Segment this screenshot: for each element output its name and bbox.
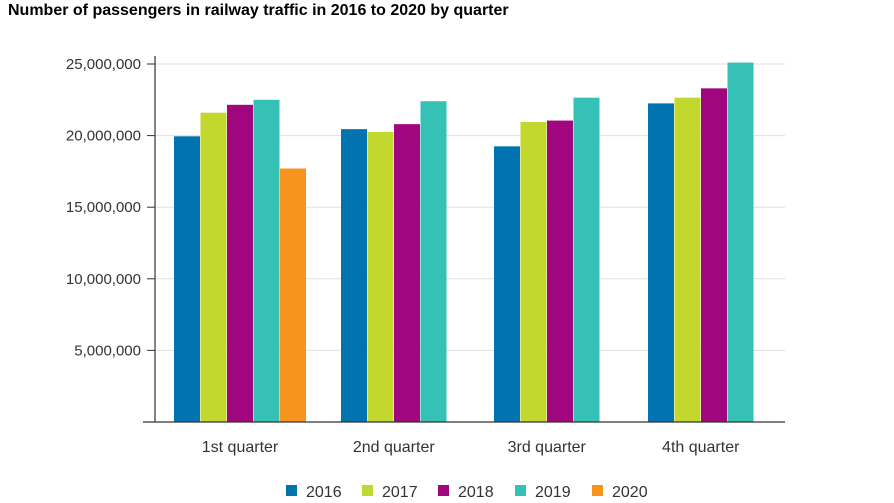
legend-item-2018: 2018: [438, 484, 494, 501]
legend-label: 2020: [612, 484, 648, 501]
legend-label: 2016: [306, 484, 342, 501]
bar-2017-q1: [200, 112, 227, 423]
x-tick-label: 2nd quarter: [353, 439, 436, 456]
bar-2018-q4: [701, 88, 727, 423]
legend-swatch: [592, 485, 603, 496]
bar-2019-q2: [420, 101, 447, 423]
bar-2016-q2: [341, 129, 367, 422]
bar-2017-q3: [520, 121, 547, 422]
legend-item-2019: 2019: [515, 484, 571, 501]
x-tick-label: 4th quarter: [662, 439, 740, 456]
y-tick-label: 10,000,000: [66, 271, 141, 288]
bar-2018-q1: [227, 104, 253, 422]
bar-2016-q4: [648, 103, 674, 422]
legend-label: 2019: [535, 484, 571, 501]
y-tick-label: 20,000,000: [66, 128, 141, 145]
bar-2016-q1: [174, 136, 200, 423]
legend-label: 2017: [382, 484, 418, 501]
legend-swatch: [362, 485, 373, 496]
legend-swatch: [286, 485, 297, 496]
bar-2019-q1: [253, 99, 280, 423]
bar-2019-q4: [727, 62, 754, 423]
bars: [174, 62, 754, 423]
legend: 2016 2017 2018 2019 2020: [286, 484, 648, 501]
y-tick-label: 5,000,000: [74, 342, 141, 359]
axes: 5,000,000 10,000,000 15,000,000 20,000,000 2…: [66, 56, 785, 456]
legend-item-2017: 2017: [362, 484, 418, 501]
x-tick-label: 1st quarter: [202, 439, 279, 456]
bar-2017-q4: [674, 97, 701, 422]
chart-title: Number of passengers in railway traffic …: [8, 2, 509, 19]
x-tick-label: 3rd quarter: [508, 439, 587, 456]
legend-item-2016: 2016: [286, 484, 342, 501]
legend-item-2020: 2020: [592, 484, 648, 501]
bar-2019-q3: [573, 97, 600, 422]
y-tick-label: 25,000,000: [66, 56, 141, 73]
legend-swatch: [515, 485, 526, 496]
legend-swatch: [438, 485, 449, 496]
bar-2017-q2: [367, 132, 394, 422]
bar-2020-q1: [280, 168, 306, 422]
bar-2016-q3: [494, 146, 520, 422]
legend-label: 2018: [458, 484, 494, 501]
bar-2018-q2: [394, 124, 420, 423]
bar-2018-q3: [547, 120, 573, 423]
y-tick-label: 15,000,000: [66, 199, 141, 216]
